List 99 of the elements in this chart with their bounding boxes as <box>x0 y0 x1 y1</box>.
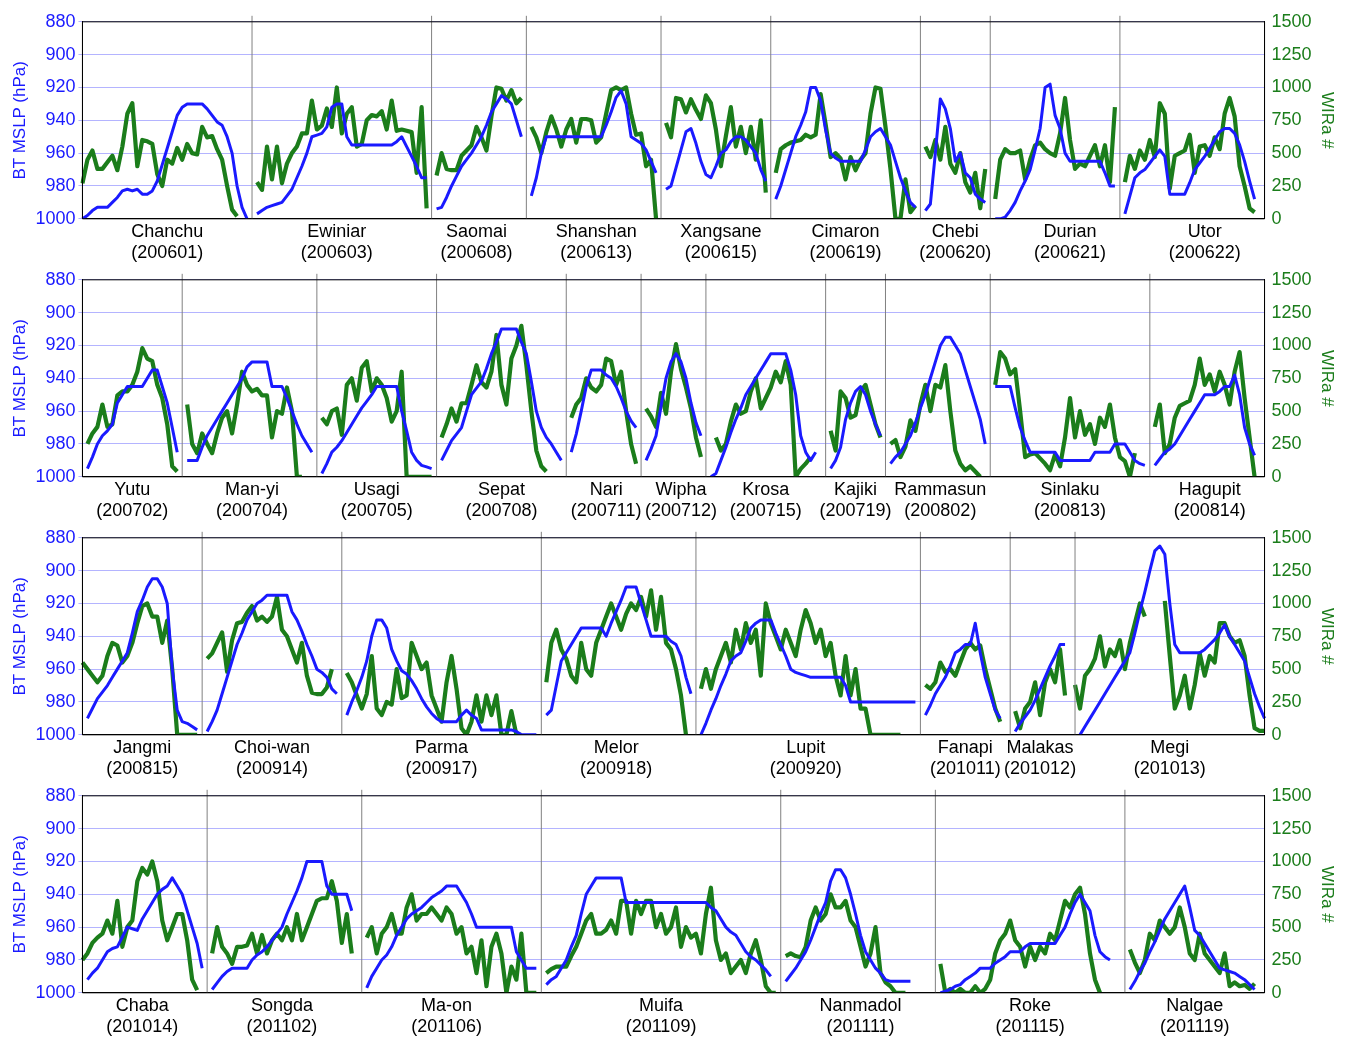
x-tick-label: Nanmadol (201111) <box>819 994 902 1037</box>
y-tick-label: 880 <box>45 10 76 31</box>
x-tick-label: Shanshan (200613) <box>555 220 637 263</box>
y-tick-label: 980 <box>45 174 76 195</box>
x-tick-label: Sinlaku (200813) <box>1034 478 1107 521</box>
x-tick-label: Sepat (200708) <box>465 478 538 521</box>
y-tick-label: 880 <box>45 784 76 805</box>
y-tick-label: 940 <box>45 367 76 388</box>
y2-tick-label: 750 <box>1271 109 1302 130</box>
y2-tick-label: 1500 <box>1271 526 1312 547</box>
y-tick-label: 960 <box>45 142 76 163</box>
x-tick-label: Rammasun (200802) <box>894 478 987 521</box>
y2-tick-label: 500 <box>1271 658 1302 679</box>
x-tick-label: Saomai (200608) <box>440 220 513 263</box>
y-axis-title: BT MSLP (hPa) <box>9 835 29 954</box>
x-tick-label: Jangmi (200815) <box>106 736 179 779</box>
y-tick-label: 1000 <box>35 465 76 486</box>
y-tick-label: 1000 <box>35 981 76 1002</box>
y-tick-label: 920 <box>45 850 76 871</box>
y-tick-label: 920 <box>45 334 76 355</box>
y-tick-label: 900 <box>45 301 76 322</box>
y2-tick-label: 0 <box>1271 465 1282 486</box>
y-tick-label: 900 <box>45 43 76 64</box>
y2-axis-title: WIRa # <box>1318 349 1338 408</box>
x-tick-label: Megi (201013) <box>1133 736 1206 779</box>
x-tick-label: Utor (200622) <box>1168 220 1241 263</box>
y-tick-label: 880 <box>45 526 76 547</box>
y2-tick-label: 750 <box>1271 883 1302 904</box>
x-tick-label: Lupit (200920) <box>769 736 842 779</box>
y-tick-label: 1000 <box>35 723 76 744</box>
x-tick-label: Malakas (201012) <box>1004 736 1077 779</box>
y2-tick-label: 0 <box>1271 207 1282 228</box>
y2-tick-label: 1250 <box>1271 301 1312 322</box>
x-tick-label: Chaba (201014) <box>106 994 179 1037</box>
y2-tick-label: 250 <box>1271 690 1302 711</box>
x-tick-label: Nalgae (201119) <box>1160 994 1230 1037</box>
y2-tick-label: 1250 <box>1271 559 1312 580</box>
y2-tick-label: 1250 <box>1271 43 1312 64</box>
y-tick-label: 940 <box>45 625 76 646</box>
y2-tick-label: 1500 <box>1271 10 1312 31</box>
x-tick-label: Kajiki (200719) <box>819 478 892 521</box>
y2-tick-label: 500 <box>1271 142 1302 163</box>
y-axis-title: BT MSLP (hPa) <box>9 319 29 438</box>
y-tick-label: 960 <box>45 916 76 937</box>
x-tick-label: Melor (200918) <box>580 736 653 779</box>
y2-tick-label: 1000 <box>1271 592 1312 613</box>
y2-tick-label: 1250 <box>1271 817 1312 838</box>
y-tick-label: 940 <box>45 109 76 130</box>
x-tick-label: Krosa (200715) <box>729 478 802 521</box>
x-tick-label: Xangsane (200615) <box>680 220 762 263</box>
y-tick-label: 980 <box>45 948 76 969</box>
y2-axis-title: WIRa # <box>1318 607 1338 666</box>
y-axis-title: BT MSLP (hPa) <box>9 61 29 180</box>
y2-tick-label: 0 <box>1271 723 1282 744</box>
y-tick-label: 980 <box>45 690 76 711</box>
y-tick-label: 940 <box>45 883 76 904</box>
y2-tick-label: 750 <box>1271 367 1302 388</box>
x-tick-label: Yutu (200702) <box>96 478 169 521</box>
y-tick-label: 980 <box>45 432 76 453</box>
y-tick-label: 880 <box>45 268 76 289</box>
x-tick-label: Nari (200711) <box>570 478 642 521</box>
y2-tick-label: 0 <box>1271 981 1282 1002</box>
y-tick-label: 1000 <box>35 207 76 228</box>
y-tick-label: 900 <box>45 559 76 580</box>
x-tick-label: Choi-wan (200914) <box>233 736 310 779</box>
x-tick-label: Muifa (201109) <box>625 994 697 1037</box>
x-tick-label: Ma-on (201106) <box>411 994 482 1037</box>
x-tick-label: Chebi (200620) <box>919 220 992 263</box>
y2-tick-label: 1000 <box>1271 76 1312 97</box>
x-tick-label: Chanchu (200601) <box>131 220 204 263</box>
y-tick-label: 960 <box>45 400 76 421</box>
y2-tick-label: 250 <box>1271 948 1302 969</box>
y2-tick-label: 1500 <box>1271 268 1312 289</box>
x-tick-label: Roke (201115) <box>995 994 1065 1037</box>
y2-tick-label: 750 <box>1271 625 1302 646</box>
x-tick-label: Usagi (200705) <box>340 478 413 521</box>
y2-tick-label: 1000 <box>1271 850 1312 871</box>
x-tick-label: Parma (200917) <box>405 736 478 779</box>
x-tick-label: Cimaron (200619) <box>809 220 882 263</box>
y2-tick-label: 500 <box>1271 400 1302 421</box>
y2-axis-title: WIRa # <box>1318 91 1338 150</box>
y-tick-label: 960 <box>45 658 76 679</box>
y2-axis-title: WIRa # <box>1318 865 1338 924</box>
x-tick-label: Fanapi (201011) <box>929 736 1001 779</box>
x-tick-label: Hagupit (200814) <box>1173 478 1246 521</box>
x-tick-label: Songda (201102) <box>246 994 318 1037</box>
x-tick-label: Man-yi (200704) <box>216 478 289 521</box>
y2-tick-label: 1500 <box>1271 784 1312 805</box>
y2-tick-label: 500 <box>1271 916 1302 937</box>
x-tick-label: Wipha (200712) <box>644 478 718 521</box>
y2-tick-label: 250 <box>1271 432 1302 453</box>
y2-tick-label: 1000 <box>1271 334 1312 355</box>
x-tick-label: Durian (200621) <box>1034 220 1107 263</box>
y-tick-label: 920 <box>45 592 76 613</box>
y-tick-label: 900 <box>45 817 76 838</box>
y-axis-title: BT MSLP (hPa) <box>9 577 29 696</box>
y2-tick-label: 250 <box>1271 174 1302 195</box>
y-tick-label: 920 <box>45 76 76 97</box>
x-tick-label: Ewiniar (200603) <box>300 220 373 263</box>
